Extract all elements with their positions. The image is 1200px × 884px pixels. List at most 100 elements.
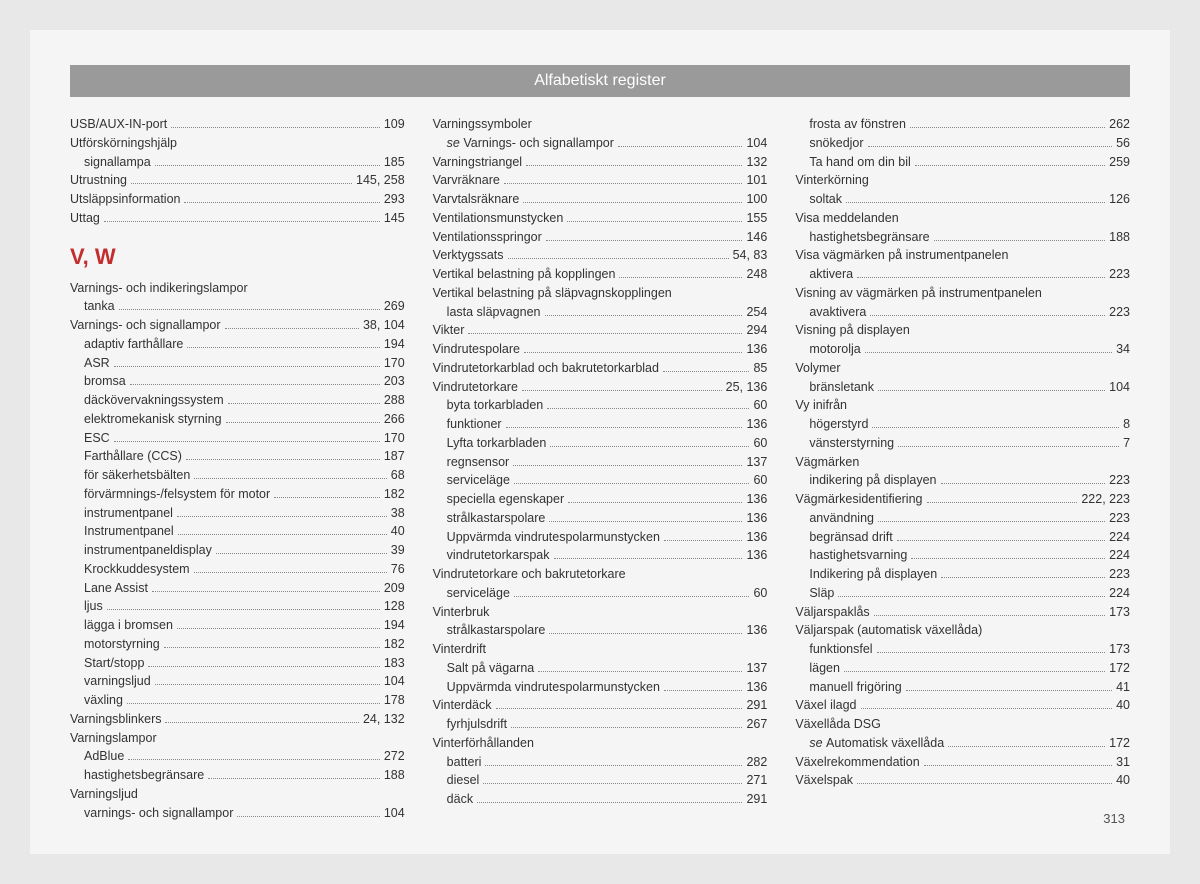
index-entry-label: Instrumentpanel: [84, 522, 174, 541]
index-entry-label: Uppvärmda vindrutespolarmunstycken: [447, 528, 660, 547]
leader-dots: [619, 277, 742, 278]
index-entry-page: 262: [1109, 115, 1130, 134]
index-entry-label: motorolja: [809, 340, 860, 359]
leader-dots: [915, 165, 1105, 166]
index-entry-page: 203: [384, 372, 405, 391]
index-entry-label: ljus: [84, 597, 103, 616]
index-group-label: Vinterbruk: [433, 603, 768, 622]
leader-dots: [522, 390, 722, 391]
index-entry: diesel271: [433, 771, 768, 790]
leader-dots: [547, 408, 749, 409]
index-entry-page: 56: [1116, 134, 1130, 153]
leader-dots: [165, 722, 358, 723]
index-entry: Vinterdäck291: [433, 696, 768, 715]
index-entry: Växelspak40: [795, 771, 1130, 790]
index-entry-page: 223: [1109, 509, 1130, 528]
index-entry-page: 60: [753, 584, 767, 603]
index-entry: avaktivera223: [795, 303, 1130, 322]
index-entry-page: 145, 258: [356, 171, 405, 190]
index-entry-label: Utsläppsinformation: [70, 190, 180, 209]
index-entry: vänsterstyrning7: [795, 434, 1130, 453]
leader-dots: [216, 553, 387, 554]
index-entry-page: 60: [753, 396, 767, 415]
index-entry-page: 172: [1109, 734, 1130, 753]
leader-dots: [861, 708, 1113, 709]
index-entry-label: aktivera: [809, 265, 853, 284]
index-entry-page: 170: [384, 354, 405, 373]
index-entry: växling178: [70, 691, 405, 710]
index-entry-label: Vinterdäck: [433, 696, 492, 715]
index-entry: Växelrekommendation31: [795, 753, 1130, 772]
leader-dots: [130, 384, 380, 385]
leader-dots: [131, 183, 352, 184]
index-group-label: Vy inifrån: [795, 396, 1130, 415]
leader-dots: [485, 765, 742, 766]
index-entry-label: Uppvärmda vindrutespolarmunstycken: [447, 678, 660, 697]
index-group-label: Vindrutetorkare och bakrutetorkare: [433, 565, 768, 584]
index-entry-label: Vertikal belastning på kopplingen: [433, 265, 616, 284]
index-entry-label: AdBlue: [84, 747, 124, 766]
index-entry-page: 294: [746, 321, 767, 340]
leader-dots: [567, 221, 742, 222]
index-entry: indikering på displayen223: [795, 471, 1130, 490]
index-entry-page: 104: [384, 672, 405, 691]
leader-dots: [927, 502, 1078, 503]
index-entry: Lane Assist209: [70, 579, 405, 598]
column-1: USB/AUX-IN-port109Utförskörningshjälpsig…: [70, 115, 405, 822]
leader-dots: [550, 446, 749, 447]
leader-dots: [228, 403, 380, 404]
index-entry-label: indikering på displayen: [809, 471, 936, 490]
leader-dots: [504, 183, 743, 184]
index-entry-label: lägen: [809, 659, 840, 678]
index-entry: lägen172: [795, 659, 1130, 678]
leader-dots: [870, 315, 1105, 316]
index-group-label: Vinterdrift: [433, 640, 768, 659]
index-entry: strålkastarspolare136: [433, 621, 768, 640]
index-entry-page: 38, 104: [363, 316, 405, 335]
index-group-label: Varnings- och indikeringslampor: [70, 279, 405, 298]
leader-dots: [857, 277, 1105, 278]
index-entry-page: 137: [746, 659, 767, 678]
index-entry-page: 136: [746, 528, 767, 547]
index-entry-label: begränsad drift: [809, 528, 892, 547]
index-entry-label: regnsensor: [447, 453, 510, 472]
index-entry-page: 136: [746, 678, 767, 697]
index-entry-page: 136: [746, 340, 767, 359]
index-entry-page: 25, 136: [726, 378, 768, 397]
index-entry-label: varnings- och signallampor: [84, 804, 233, 823]
index-entry: för säkerhetsbälten68: [70, 466, 405, 485]
index-entry-label: adaptiv farthållare: [84, 335, 183, 354]
index-entry-page: 145: [384, 209, 405, 228]
index-entry: Start/stopp183: [70, 654, 405, 673]
index-entry: Vägmärkesidentifiering222, 223: [795, 490, 1130, 509]
index-entry: Släp224: [795, 584, 1130, 603]
index-entry-page: 224: [1109, 528, 1130, 547]
index-entry-label: Ta hand om din bil: [809, 153, 910, 172]
index-entry: ASR170: [70, 354, 405, 373]
index-entry-label: se Automatisk växellåda: [809, 734, 944, 753]
index-entry-page: 272: [384, 747, 405, 766]
index-entry: frosta av fönstren262: [795, 115, 1130, 134]
leader-dots: [164, 647, 380, 648]
index-group-label: Utförskörningshjälp: [70, 134, 405, 153]
index-entry-page: 34: [1116, 340, 1130, 359]
leader-dots: [898, 446, 1119, 447]
index-entry: däck291: [433, 790, 768, 809]
index-group-label: Växellåda DSG: [795, 715, 1130, 734]
index-entry-label: Växelspak: [795, 771, 853, 790]
leader-dots: [545, 315, 743, 316]
index-entry: AdBlue 272: [70, 747, 405, 766]
index-entry-page: 182: [384, 485, 405, 504]
leader-dots: [511, 727, 742, 728]
leader-dots: [274, 497, 380, 498]
index-entry: bränsletank104: [795, 378, 1130, 397]
index-entry-label: Vindrutetorkarblad och bakrutetorkarblad: [433, 359, 659, 378]
index-entry-page: 282: [746, 753, 767, 772]
index-entry-page: 187: [384, 447, 405, 466]
index-entry: tanka269: [70, 297, 405, 316]
index-entry: snökedjor56: [795, 134, 1130, 153]
leader-dots: [194, 478, 386, 479]
index-entry: användning223: [795, 509, 1130, 528]
index-entry-page: 293: [384, 190, 405, 209]
index-entry-page: 173: [1109, 603, 1130, 622]
